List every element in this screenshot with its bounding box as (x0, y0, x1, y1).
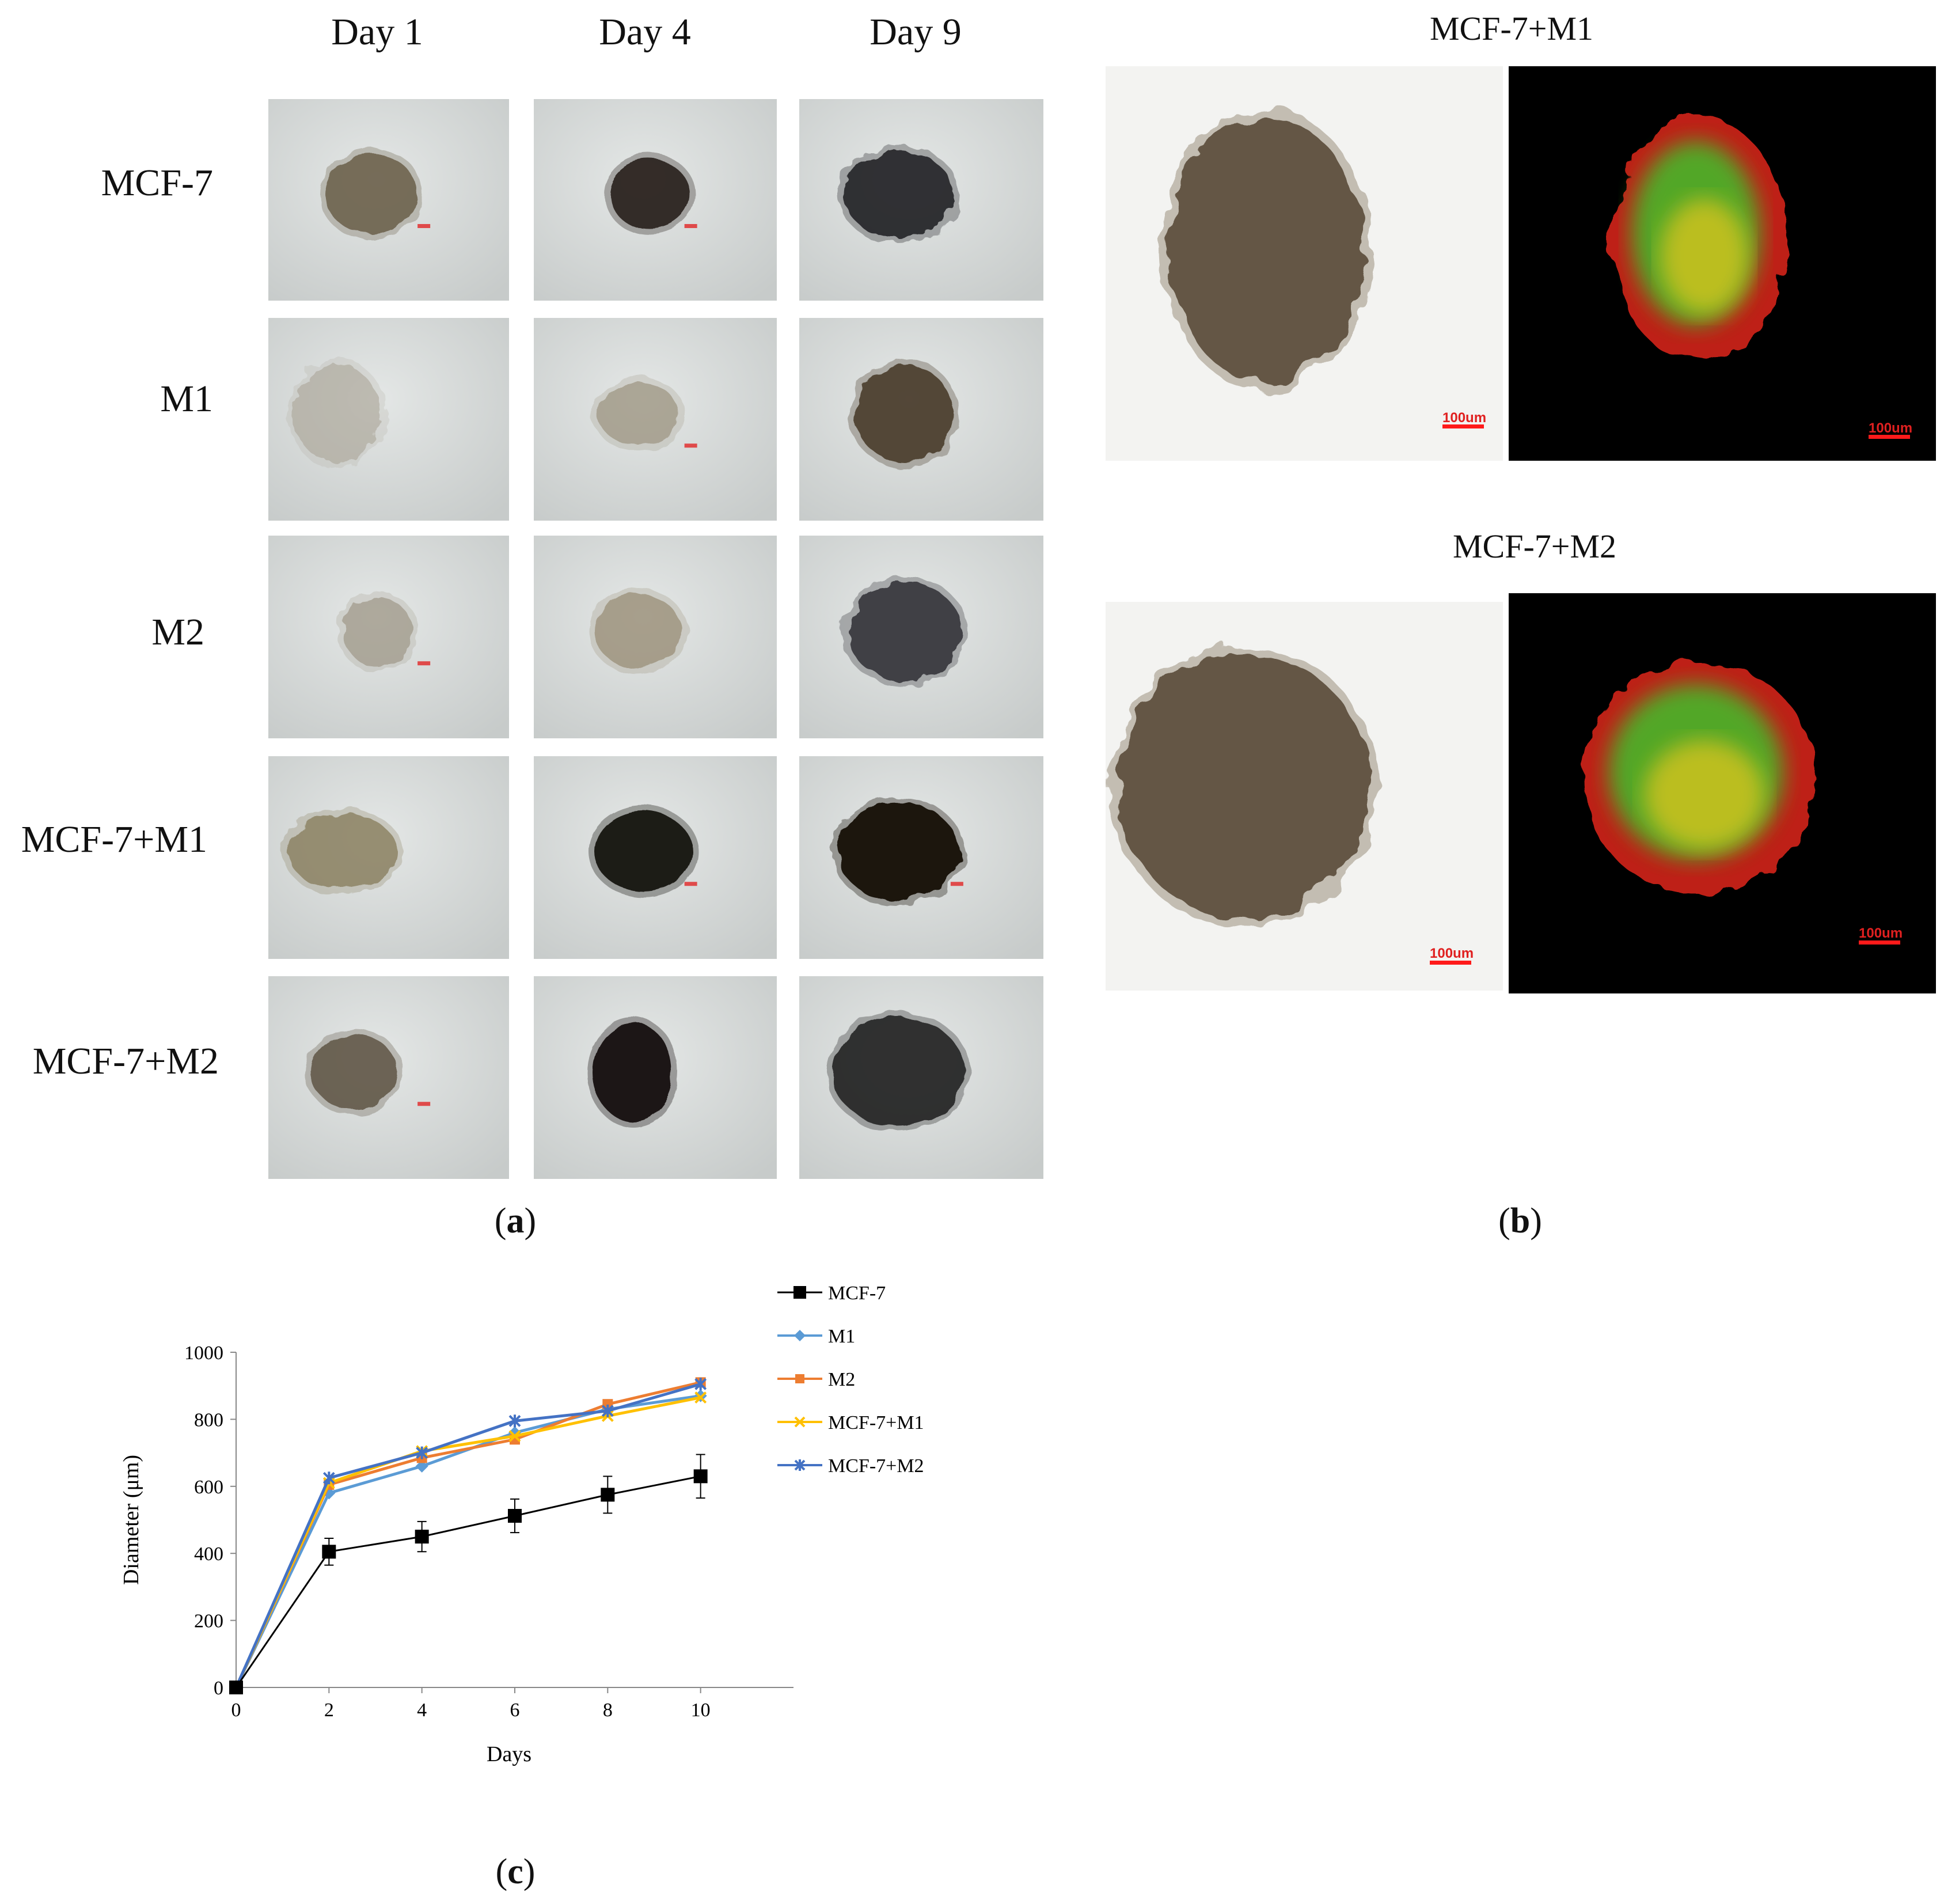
micrograph-mcf-7-m1-day-4 (534, 756, 777, 959)
legend-label: M2 (828, 1369, 855, 1390)
data-point-mcf-7 (508, 1509, 522, 1523)
micrograph-mcf-7-m2-day-4 (534, 976, 777, 1179)
row-header-m2: M2 (151, 611, 204, 653)
y-tick-label: 0 (214, 1678, 223, 1699)
y-tick-label: 400 (194, 1543, 223, 1565)
column-header-day-4: Day 4 (599, 11, 691, 53)
fluorescence-image-mcf-7-m2 (1509, 593, 1936, 993)
data-point-mcf-7 (229, 1681, 243, 1694)
legend-item-mcf-7: MCF-7 (777, 1283, 886, 1304)
x-tick-label: 10 (691, 1700, 711, 1721)
data-point-mcf-7-m1 (508, 1430, 521, 1442)
data-point-mcf-7 (415, 1530, 429, 1544)
scale-bar-label: 100um (1859, 926, 1903, 941)
legend-item-m2: M2 (777, 1369, 855, 1390)
data-point-m1 (694, 1389, 707, 1402)
data-point-mcf-7-m2 (416, 1446, 428, 1459)
diameter-line-chart: 0 200 400 600 800 1000 0 2 4 6 8 10 MCF-7 M1 M2 MCF-7+… (119, 1283, 924, 1766)
micrograph-m1-day-9 (799, 318, 1043, 521)
row-header-mcf-7-m1: MCF-7+M1 (21, 818, 207, 860)
legend-marker (794, 1416, 806, 1428)
column-header-day-9: Day 9 (870, 11, 962, 53)
y-tick-label: 600 (194, 1477, 223, 1498)
y-tick-label: 800 (194, 1409, 223, 1431)
micrograph-mcf-7-m2-day-9 (799, 976, 1043, 1179)
row-header-mcf-7: MCF-7 (101, 162, 213, 204)
x-tick-label: 4 (417, 1700, 427, 1721)
row-header-mcf-7-m2: MCF-7+M2 (32, 1040, 219, 1082)
data-point-mcf-7-m2 (694, 1378, 707, 1391)
data-point-mcf-7 (693, 1469, 708, 1484)
panel-c-label: (c) (495, 1852, 536, 1891)
x-tick-label: 2 (324, 1700, 334, 1721)
brightfield-image-mcf-7-m1 (1106, 66, 1503, 461)
y-tick-label: 1000 (184, 1342, 223, 1364)
series-line-mcf-7-m2 (234, 1382, 701, 1689)
data-point-mcf-7-m2 (508, 1414, 521, 1428)
series-line-m1 (234, 1394, 701, 1689)
data-point-mcf-7 (601, 1488, 615, 1502)
legend-marker (794, 1330, 806, 1341)
legend-label: MCF-7+M1 (828, 1412, 924, 1433)
legend-marker (793, 1286, 806, 1299)
series-line-mcf-7-m1 (234, 1396, 701, 1689)
scale-bar-label: 100um (1442, 410, 1487, 426)
x-tick-label: 0 (231, 1700, 241, 1721)
y-axis-label: Diameter (μm) (119, 1455, 143, 1585)
legend-label: MCF-7+M2 (828, 1455, 924, 1477)
brightfield-image-mcf-7-m2 (1106, 602, 1503, 991)
legend-label: MCF-7 (828, 1283, 886, 1304)
micrograph-mcf-7-m1-day-9 (799, 756, 1043, 959)
row-header-m1: M1 (160, 378, 213, 420)
panel-b-title-mcf-7-m1: MCF-7+M1 (1429, 10, 1594, 47)
legend-item-m1: M1 (777, 1326, 855, 1347)
x-axis-label: Days (487, 1742, 531, 1766)
y-tick-label: 200 (194, 1611, 223, 1632)
legend-item-mcf-7-m2: MCF-7+M2 (777, 1455, 924, 1477)
micrograph-m2-day-4 (534, 536, 777, 738)
data-point-m1 (415, 1459, 428, 1473)
x-tick-label: 8 (603, 1700, 613, 1721)
micrograph-mcf-7-day-9 (799, 99, 1043, 301)
data-point-mcf-7-m2 (601, 1404, 614, 1417)
data-point-mcf-7-m2 (322, 1471, 335, 1485)
data-point-m1 (322, 1486, 336, 1500)
data-point-mcf-7 (322, 1545, 336, 1559)
scale-bar-label: 100um (1430, 946, 1474, 961)
micrograph-m1-day-1 (268, 318, 509, 521)
micrograph-m2-day-9 (799, 536, 1043, 738)
micrograph-mcf-7-m2-day-1 (268, 976, 509, 1179)
data-point-mcf-7-m1 (694, 1391, 707, 1404)
panel-b-label: (b) (1498, 1201, 1542, 1241)
micrograph-mcf-7-day-1 (268, 99, 509, 301)
legend-label: M1 (828, 1326, 855, 1347)
fluorescence-image-mcf-7-m1 (1509, 66, 1936, 461)
panel-a-label: (a) (494, 1201, 537, 1241)
micrograph-mcf-7-day-4 (534, 99, 777, 301)
legend-marker (795, 1374, 804, 1383)
column-header-day-1: Day 1 (331, 11, 423, 53)
legend-item-mcf-7-m1: MCF-7+M1 (777, 1412, 924, 1433)
legend-marker (794, 1459, 806, 1471)
x-tick-label: 6 (510, 1700, 520, 1721)
micrograph-m2-day-1 (268, 536, 509, 738)
series-line-mcf-7 (235, 1475, 701, 1688)
micrograph-mcf-7-m1-day-1 (268, 756, 509, 959)
panel-b-title-mcf-7-m2: MCF-7+M2 (1452, 528, 1617, 565)
scale-bar-label: 100um (1869, 420, 1913, 436)
micrograph-m1-day-4 (534, 318, 777, 521)
